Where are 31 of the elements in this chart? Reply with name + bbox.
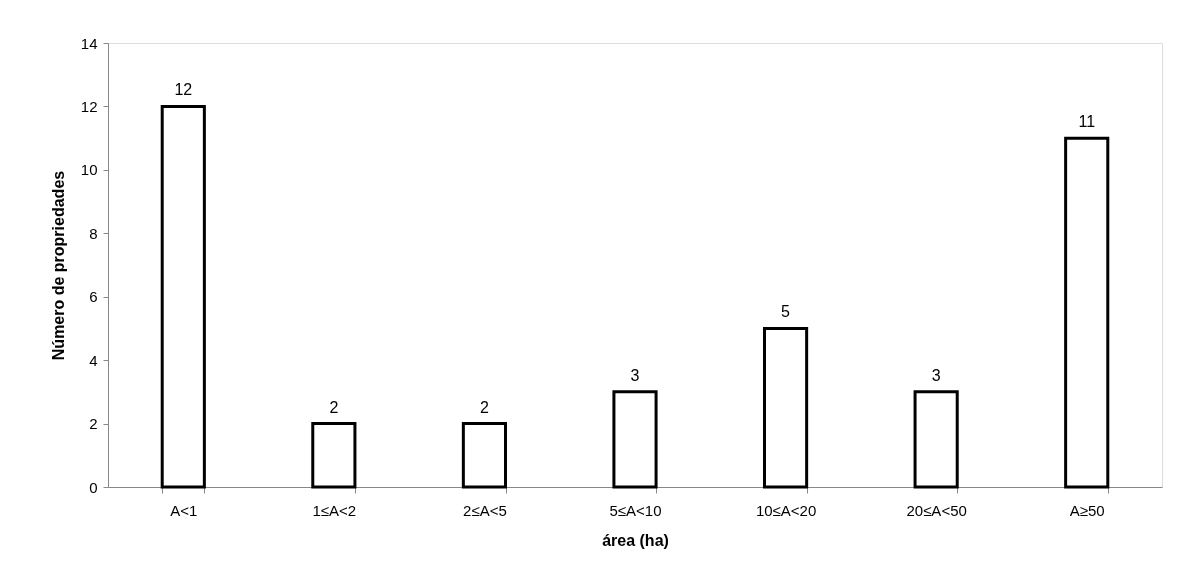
bar [461, 422, 508, 489]
bar [612, 390, 658, 489]
bar [762, 326, 809, 489]
x-tick-label: 20≤A<50 [906, 501, 967, 519]
y-tick-label: 6 [89, 288, 98, 306]
data-label: 3 [931, 366, 941, 384]
data-label: 2 [479, 398, 489, 416]
bar [913, 390, 959, 489]
y-tick-label: 14 [80, 34, 98, 52]
y-axis-title: Número de propriedades [49, 170, 67, 361]
x-tick-label: A≥50 [1069, 501, 1105, 519]
x-tick-label: 1≤A<2 [312, 501, 357, 519]
y-tick-label: 12 [80, 97, 98, 115]
data-label: 11 [1078, 113, 1096, 131]
x-axis-title: área (ha) [602, 531, 669, 549]
data-label: 3 [630, 366, 640, 384]
data-label: 2 [329, 398, 339, 416]
x-tick-label: 10≤A<20 [755, 501, 817, 519]
bar [160, 104, 206, 489]
x-tick-label: 5≤A<10 [609, 501, 662, 519]
y-tick-label: 8 [89, 224, 98, 242]
x-tick-label: 2≤A<5 [463, 501, 507, 519]
y-tick-label: 4 [89, 351, 98, 369]
data-label: 5 [781, 303, 791, 321]
bar [1064, 136, 1110, 489]
x-tick-label: A<1 [170, 501, 198, 519]
y-tick-label: 2 [89, 415, 98, 433]
bar [311, 422, 357, 489]
y-tick-label: 10 [80, 161, 98, 179]
y-tick-label: 0 [89, 478, 98, 496]
data-label: 12 [174, 81, 193, 99]
